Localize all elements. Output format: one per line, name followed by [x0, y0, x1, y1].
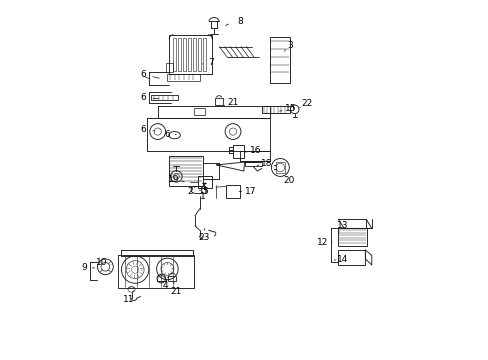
- Bar: [183, 39, 186, 71]
- Bar: [172, 39, 176, 71]
- Bar: [276, 162, 285, 173]
- Bar: [261, 107, 290, 113]
- Bar: [233, 145, 244, 158]
- Text: 22: 22: [301, 99, 312, 108]
- Text: 6: 6: [140, 93, 146, 102]
- Text: 15: 15: [284, 104, 296, 113]
- Text: 7: 7: [208, 58, 214, 67]
- Text: 11: 11: [123, 295, 135, 304]
- Bar: [167, 74, 199, 81]
- Text: 21: 21: [170, 287, 181, 296]
- Text: 6: 6: [140, 70, 146, 79]
- Text: 13: 13: [337, 221, 348, 230]
- Bar: [192, 39, 196, 71]
- Text: 8: 8: [237, 17, 243, 26]
- Text: 16: 16: [249, 146, 261, 155]
- Bar: [198, 176, 211, 188]
- Text: 3: 3: [287, 41, 293, 50]
- Bar: [198, 39, 201, 71]
- Bar: [178, 39, 181, 71]
- Text: 19: 19: [167, 175, 179, 184]
- Text: 12: 12: [316, 238, 328, 247]
- Bar: [338, 228, 366, 246]
- Text: 23: 23: [198, 233, 209, 242]
- Text: 5: 5: [202, 187, 207, 196]
- Bar: [151, 95, 178, 100]
- Text: 6: 6: [164, 130, 170, 139]
- Bar: [166, 63, 173, 72]
- Text: 4: 4: [162, 280, 167, 289]
- Text: 9: 9: [81, 264, 86, 273]
- Bar: [169, 156, 203, 186]
- Bar: [225, 185, 240, 198]
- Text: 18: 18: [261, 159, 272, 168]
- Text: 2: 2: [187, 187, 192, 196]
- Bar: [187, 39, 191, 71]
- Text: 14: 14: [337, 256, 348, 265]
- Text: 6: 6: [140, 125, 146, 134]
- Bar: [215, 98, 223, 105]
- Bar: [338, 250, 365, 265]
- Text: 17: 17: [244, 187, 256, 196]
- Bar: [203, 39, 206, 71]
- Bar: [269, 37, 290, 83]
- Bar: [201, 186, 204, 193]
- Bar: [194, 108, 204, 115]
- Text: 21: 21: [227, 98, 238, 107]
- Bar: [168, 276, 176, 282]
- Text: 10: 10: [96, 258, 108, 267]
- Text: 1: 1: [200, 192, 206, 201]
- Bar: [244, 162, 262, 166]
- Text: 20: 20: [283, 176, 294, 185]
- Bar: [169, 35, 212, 74]
